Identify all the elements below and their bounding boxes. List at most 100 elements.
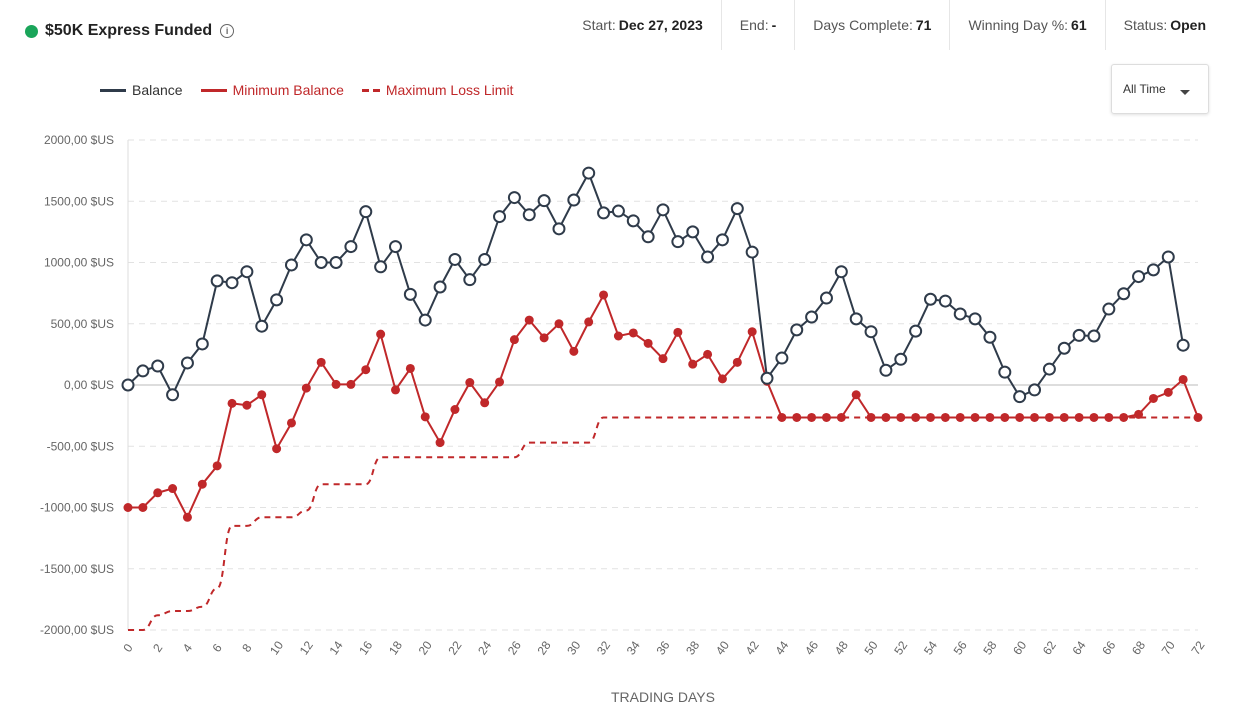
series-line-minimum-balance xyxy=(128,292,1199,520)
x-tick-label: 36 xyxy=(653,638,672,657)
x-tick-label: 14 xyxy=(326,638,345,657)
x-tick-label: 48 xyxy=(832,638,851,657)
point-minimum-balance xyxy=(554,319,564,329)
point-balance xyxy=(730,202,744,216)
x-tick-label: 40 xyxy=(713,638,732,657)
x-tick-label: 54 xyxy=(921,638,940,657)
x-tick-label: 18 xyxy=(386,638,405,657)
point-balance xyxy=(299,233,313,247)
stat-label: End: xyxy=(739,17,769,33)
point-minimum-balance xyxy=(153,488,163,498)
x-tick-label: 16 xyxy=(356,638,375,657)
point-balance xyxy=(478,252,492,266)
point-balance xyxy=(1013,390,1027,404)
point-balance xyxy=(938,294,952,308)
point-minimum-balance xyxy=(613,331,623,341)
stat-label: Start: xyxy=(582,17,616,33)
point-minimum-balance xyxy=(286,418,296,428)
y-tick-label: -1500,00 $US xyxy=(40,562,114,576)
point-minimum-balance xyxy=(212,461,222,471)
point-minimum-balance xyxy=(703,349,713,359)
point-balance xyxy=(359,205,373,219)
point-minimum-balance xyxy=(1163,387,1173,397)
point-balance xyxy=(151,359,165,373)
point-minimum-balance xyxy=(940,412,950,422)
point-minimum-balance xyxy=(405,363,415,373)
point-balance xyxy=(671,235,685,249)
x-tick-label: 26 xyxy=(505,638,524,657)
point-balance xyxy=(403,287,417,301)
point-minimum-balance xyxy=(480,398,490,408)
point-balance xyxy=(448,252,462,266)
point-minimum-balance xyxy=(1104,412,1114,422)
point-minimum-balance xyxy=(227,398,237,408)
point-minimum-balance xyxy=(1030,412,1040,422)
x-tick-label: 42 xyxy=(743,638,762,657)
point-balance xyxy=(433,280,447,294)
y-tick-label: 1000,00 $US xyxy=(44,256,114,270)
point-balance xyxy=(894,352,908,366)
point-balance xyxy=(344,240,358,254)
point-balance xyxy=(701,250,715,264)
point-minimum-balance xyxy=(926,412,935,422)
point-balance xyxy=(270,293,284,307)
header: $50K Express Funded i Start: Dec 27, 2023… xyxy=(0,0,1234,64)
y-tick-label: 2000,00 $US xyxy=(44,133,114,147)
x-tick-label: 56 xyxy=(951,638,970,657)
stat-label: Status: xyxy=(1123,17,1168,33)
stat-start: Start: Dec 27, 2023 xyxy=(564,0,721,50)
point-balance xyxy=(166,388,180,402)
point-balance xyxy=(790,323,804,337)
y-tick-label: 0,00 $US xyxy=(64,378,114,392)
point-balance xyxy=(1072,328,1086,342)
point-minimum-balance xyxy=(376,329,386,339)
point-minimum-balance xyxy=(628,328,638,338)
point-minimum-balance xyxy=(331,379,341,389)
x-axis-title: TRADING DAYS xyxy=(611,689,715,705)
point-balance xyxy=(284,258,298,272)
legend-item-balance[interactable]: Balance xyxy=(100,82,183,98)
account-title: $50K Express Funded xyxy=(45,22,213,39)
stat-days-complete: Days Complete: 71 xyxy=(794,0,949,50)
point-minimum-balance xyxy=(673,327,683,337)
point-minimum-balance xyxy=(792,412,802,422)
point-balance xyxy=(924,292,937,306)
series-line-balance xyxy=(127,170,1185,398)
point-minimum-balance xyxy=(361,365,371,375)
point-balance xyxy=(1146,263,1160,277)
point-balance xyxy=(656,203,670,217)
point-balance xyxy=(1028,383,1042,397)
point-minimum-balance xyxy=(688,359,698,369)
point-minimum-balance xyxy=(465,378,475,388)
point-balance xyxy=(983,330,997,344)
x-tick-label: 46 xyxy=(802,638,821,657)
status-dot-icon xyxy=(25,24,38,38)
point-minimum-balance xyxy=(242,400,252,410)
point-minimum-balance xyxy=(717,374,727,384)
point-balance xyxy=(180,356,194,370)
point-balance xyxy=(626,214,640,228)
stat-winning-day: Winning Day %: 61 xyxy=(949,0,1104,50)
point-balance xyxy=(493,210,507,224)
info-icon[interactable]: i xyxy=(220,24,235,38)
point-minimum-balance xyxy=(524,315,534,325)
time-range-dropdown[interactable]: All Time xyxy=(1111,64,1209,114)
x-tick-label: 44 xyxy=(772,638,791,657)
x-tick-label: 4 xyxy=(180,641,195,655)
point-balance xyxy=(1042,362,1056,376)
point-balance xyxy=(374,260,388,274)
legend-item-minimum-balance[interactable]: Minimum Balance xyxy=(200,82,344,98)
point-balance xyxy=(1057,341,1071,355)
x-tick-label: 70 xyxy=(1159,638,1178,657)
point-minimum-balance xyxy=(168,484,178,494)
point-balance xyxy=(522,208,536,222)
x-tick-label: 2 xyxy=(150,641,165,655)
point-minimum-balance xyxy=(301,383,311,393)
point-balance xyxy=(1087,329,1101,343)
x-tick-label: 52 xyxy=(891,638,910,657)
legend-item-maximum-loss-limit[interactable]: Maximum Loss Limit xyxy=(361,82,513,98)
stats-bar: Start: Dec 27, 2023 End: - Days Complete: 7… xyxy=(564,0,1224,50)
point-balance xyxy=(240,265,254,279)
point-balance xyxy=(537,194,551,208)
point-minimum-balance xyxy=(807,412,817,422)
